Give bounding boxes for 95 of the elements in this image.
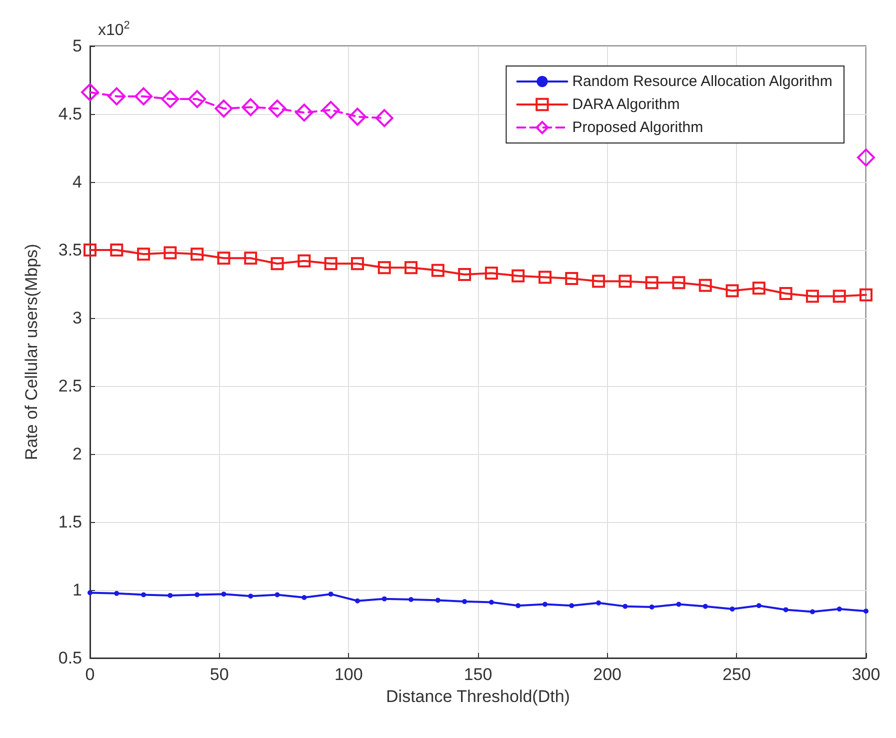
point (214, 100, 233, 118)
point (190, 248, 204, 261)
point (84, 244, 96, 256)
point (248, 594, 254, 599)
point (302, 594, 307, 600)
x-tick-label: 0 (85, 665, 95, 684)
point (622, 604, 628, 609)
point (322, 100, 340, 119)
point (88, 590, 92, 596)
point (137, 248, 150, 261)
point (354, 598, 360, 604)
point (730, 606, 735, 612)
legend-label: Random Resource Allocation Algorithm (572, 73, 832, 90)
point (217, 252, 230, 265)
point (221, 592, 226, 597)
point (462, 599, 468, 604)
point (108, 87, 126, 106)
point (194, 592, 200, 598)
point (676, 602, 682, 607)
point (270, 257, 284, 270)
point (857, 148, 875, 167)
point (484, 266, 498, 280)
point (378, 261, 391, 274)
point (408, 597, 414, 602)
y-tick-label: 5 (72, 36, 82, 56)
point (542, 602, 548, 607)
point (672, 276, 686, 290)
point (114, 590, 120, 596)
y-tick-label: 0.5 (58, 648, 82, 668)
point (164, 246, 177, 260)
point (168, 592, 173, 598)
point (110, 244, 124, 256)
point (328, 592, 334, 597)
point (375, 109, 394, 128)
point (324, 257, 338, 270)
point (752, 282, 766, 295)
legend-label: DARA Algorithm (572, 96, 680, 113)
point (382, 596, 387, 602)
point (268, 100, 286, 118)
y-tick-label: 3.5 (58, 240, 82, 260)
point (864, 608, 868, 614)
point (516, 603, 521, 608)
point (431, 264, 444, 277)
point (404, 261, 418, 274)
point (832, 290, 846, 303)
point (244, 252, 258, 265)
point (569, 603, 574, 608)
point (458, 268, 472, 281)
point (538, 270, 552, 284)
point (645, 276, 658, 290)
point (779, 287, 792, 300)
y-tick-label: 2 (72, 444, 82, 464)
x-axis-title: Distance Threshold(Dth) (386, 687, 570, 706)
point (810, 609, 815, 614)
x-tick-label: 250 (722, 665, 751, 684)
point (435, 598, 440, 603)
x-tick-label: 50 (210, 665, 229, 684)
point (81, 83, 99, 102)
point (295, 104, 314, 122)
legend-label: Proposed Algorithm (572, 119, 704, 136)
point (161, 90, 180, 108)
y-axis-title: Rate of Cellular users(Mbps) (22, 244, 41, 460)
point (618, 274, 632, 288)
point (134, 87, 153, 106)
y-tick-label: 2.5 (58, 376, 82, 396)
point (726, 284, 739, 298)
point (350, 257, 364, 270)
point (298, 254, 311, 268)
point (488, 600, 494, 605)
point (860, 288, 872, 302)
y-tick-label: 4.5 (58, 104, 82, 124)
point (242, 98, 260, 116)
point (698, 278, 712, 292)
point (592, 274, 606, 288)
point (702, 604, 708, 609)
x-tick-label: 150 (464, 665, 492, 684)
point (596, 600, 602, 606)
point (649, 604, 654, 610)
point (348, 108, 366, 126)
point (565, 272, 578, 286)
x-tick-label: 300 (852, 665, 880, 684)
x-tick-label: 200 (593, 665, 622, 684)
y-tick-label: 4 (72, 172, 82, 192)
point (141, 592, 146, 598)
y-tick-label: 1.5 (58, 512, 82, 532)
point (512, 269, 525, 282)
point (836, 606, 842, 612)
point (274, 592, 280, 598)
point (188, 90, 206, 108)
y-tick-label: 1 (72, 580, 82, 600)
point (783, 607, 788, 612)
y-tick-label: 3 (72, 308, 82, 328)
point (806, 290, 819, 303)
point (756, 603, 762, 608)
x-tick-label: 100 (334, 665, 363, 684)
